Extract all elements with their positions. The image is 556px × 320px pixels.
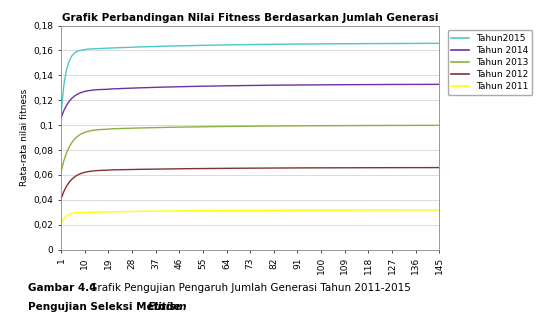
Tahun 2014 bbox=[76, 91, 83, 95]
Tahun2015 bbox=[344, 42, 351, 46]
Line: Tahun 2012: Tahun 2012 bbox=[61, 168, 439, 199]
Tahun 2012 bbox=[58, 197, 64, 201]
Tahun 2011 bbox=[58, 221, 64, 225]
Tahun2015 bbox=[76, 49, 83, 52]
Y-axis label: Rata-rata nilai fitness: Rata-rata nilai fitness bbox=[21, 89, 29, 186]
Tahun 2013 bbox=[344, 124, 351, 127]
Line: Tahun2015: Tahun2015 bbox=[61, 43, 439, 113]
Tahun 2014 bbox=[355, 83, 361, 86]
Tahun 2012 bbox=[344, 166, 351, 170]
Tahun 2013 bbox=[436, 124, 443, 127]
Tahun2015 bbox=[436, 41, 443, 45]
Tahun 2013 bbox=[355, 124, 361, 127]
Line: Tahun 2014: Tahun 2014 bbox=[61, 84, 439, 118]
Tahun 2014 bbox=[61, 109, 67, 113]
Text: Elitism: Elitism bbox=[147, 302, 187, 312]
Tahun 2011 bbox=[410, 208, 416, 212]
Tahun 2014 bbox=[344, 83, 351, 87]
Tahun 2012 bbox=[410, 166, 416, 170]
Text: Gambar 4.4: Gambar 4.4 bbox=[28, 283, 96, 293]
Line: Tahun 2011: Tahun 2011 bbox=[61, 210, 439, 223]
Line: Tahun 2013: Tahun 2013 bbox=[61, 125, 439, 171]
Tahun 2012 bbox=[276, 166, 282, 170]
Tahun 2013 bbox=[61, 159, 67, 163]
Text: Grafik Pengujian Pengaruh Jumlah Generasi Tahun 2011-2015: Grafik Pengujian Pengaruh Jumlah Generas… bbox=[86, 283, 411, 293]
Tahun 2011 bbox=[436, 208, 443, 212]
Tahun 2013 bbox=[276, 124, 282, 128]
Tahun 2012 bbox=[355, 166, 361, 170]
Tahun 2011 bbox=[355, 208, 361, 212]
Tahun 2011 bbox=[76, 211, 83, 214]
Tahun 2014 bbox=[58, 116, 64, 120]
Tahun 2013 bbox=[76, 133, 83, 137]
Legend: Tahun2015, Tahun 2014, Tahun 2013, Tahun 2012, Tahun 2011: Tahun2015, Tahun 2014, Tahun 2013, Tahun… bbox=[448, 30, 533, 95]
Tahun2015 bbox=[276, 42, 282, 46]
Tahun 2011 bbox=[61, 217, 67, 220]
Tahun2015 bbox=[58, 111, 64, 115]
Tahun 2014 bbox=[276, 83, 282, 87]
Text: Pengujian Seleksi Metode: Pengujian Seleksi Metode bbox=[28, 302, 184, 312]
Tahun 2012 bbox=[76, 172, 83, 176]
Tahun 2011 bbox=[276, 208, 282, 212]
Tahun2015 bbox=[355, 42, 361, 45]
Tahun 2011 bbox=[344, 208, 351, 212]
Tahun2015 bbox=[410, 42, 416, 45]
Tahun 2014 bbox=[410, 83, 416, 86]
Tahun2015 bbox=[61, 84, 67, 88]
Tahun 2012 bbox=[436, 166, 443, 170]
Tahun 2013 bbox=[410, 124, 416, 127]
Tahun 2014 bbox=[436, 83, 443, 86]
Title: Grafik Perbandingan Nilai Fitness Berdasarkan Jumlah Generasi: Grafik Perbandingan Nilai Fitness Berdas… bbox=[62, 13, 439, 23]
Tahun 2012 bbox=[61, 190, 67, 194]
Tahun 2013 bbox=[58, 169, 64, 173]
